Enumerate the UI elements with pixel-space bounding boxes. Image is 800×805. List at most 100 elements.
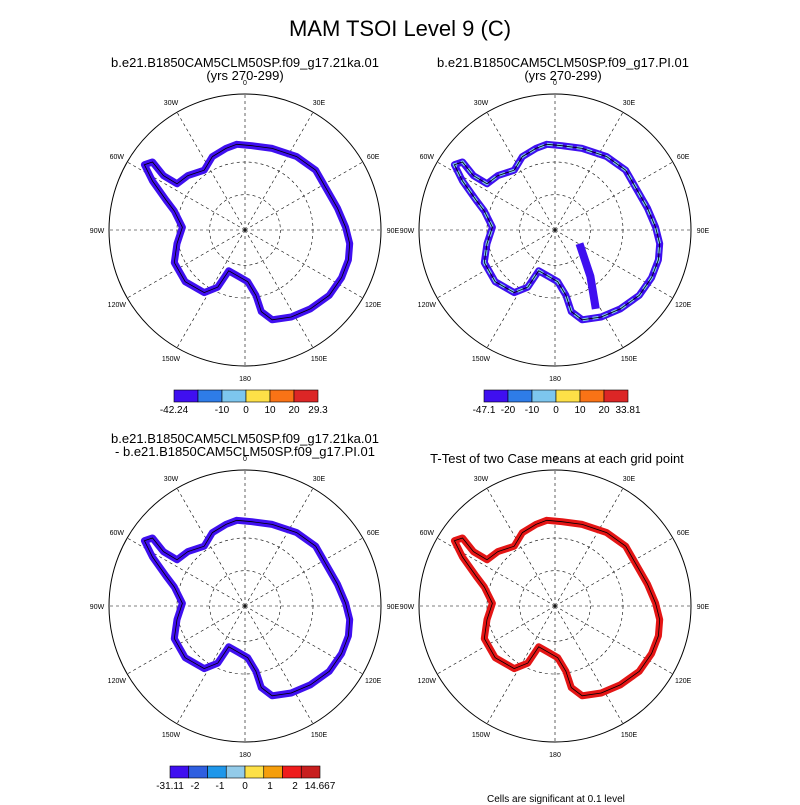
panel-2-title: b.e21.B1850CAM5CLM50SP.f09_g17.PI.01 (yr… xyxy=(413,56,713,82)
meridian-gridline xyxy=(437,605,556,675)
meridian-gridline xyxy=(554,112,624,231)
meridian-gridline xyxy=(244,605,363,675)
longitude-label: 60W xyxy=(110,530,125,537)
colorbar-label: 1 xyxy=(267,781,273,792)
panel-1-title: b.e21.B1850CAM5CLM50SP.f09_g17.21ka.01 (… xyxy=(95,56,395,82)
colorbar-label: -20 xyxy=(501,405,516,416)
colorbar-swatch xyxy=(555,389,581,403)
panel-2-title-line-2: (yrs 270-299) xyxy=(524,68,602,83)
colorbar-swatch xyxy=(244,765,265,779)
meridian-gridline xyxy=(554,605,624,724)
colorbar-swatch xyxy=(603,389,629,403)
longitude-label: 150W xyxy=(162,732,181,739)
colorbar-swatch xyxy=(173,389,199,403)
colorbar-label: -47.1 xyxy=(473,405,496,416)
antarctica-coastline xyxy=(143,143,351,321)
longitude-label: 90E xyxy=(697,228,710,235)
longitude-label: 0 xyxy=(243,80,247,87)
meridian-gridline xyxy=(244,229,314,348)
map-boundary-circle xyxy=(108,469,382,743)
longitude-label: 150E xyxy=(311,732,328,739)
meridian-gridline xyxy=(486,112,556,231)
colorbar-swatch xyxy=(221,389,247,403)
polar-map-4: 0 30E 60E 90E 120E 150E 180 150W 120W 90W 60W 30W xyxy=(400,456,710,759)
longitude-label: 30W xyxy=(474,100,489,107)
longitude-label: 60E xyxy=(367,530,380,537)
longitude-label: 30W xyxy=(164,476,179,483)
meridian-gridline xyxy=(176,488,246,607)
meridian-gridline xyxy=(554,488,624,607)
colorbar-label: 0 xyxy=(553,405,559,416)
longitude-label: 60W xyxy=(420,154,435,161)
latitude-gridline xyxy=(519,570,591,642)
panel-1-title-line-2: (yrs 270-299) xyxy=(206,68,284,83)
colorbar-swatch xyxy=(269,389,295,403)
longitude-label: 120E xyxy=(675,302,692,309)
interior-data-cells xyxy=(575,242,600,310)
longitude-label: 90W xyxy=(400,228,415,235)
longitude-label: 120W xyxy=(418,678,437,685)
colorbar-swatch xyxy=(531,389,557,403)
meridian-gridline xyxy=(486,488,556,607)
antarctica-coastline xyxy=(143,519,351,697)
colorbar-swatch xyxy=(245,389,271,403)
latitude-gridline xyxy=(209,570,281,642)
longitude-label: 30E xyxy=(313,476,326,483)
meridian-gridline xyxy=(437,229,556,299)
longitude-label: 180 xyxy=(239,752,251,759)
colorbar-label: 10 xyxy=(574,405,586,416)
meridian-gridline xyxy=(127,161,246,231)
meridian-gridline xyxy=(244,488,314,607)
meridian-gridline xyxy=(127,605,246,675)
colorbar-label: 20 xyxy=(288,405,300,416)
longitude-label: 60E xyxy=(367,154,380,161)
colorbar-label: 0 xyxy=(243,405,249,416)
colorbar-label: -10 xyxy=(215,405,230,416)
colorbar-1: -42.24 -10 0 10 20 29.3 xyxy=(160,389,328,416)
longitude-label: 180 xyxy=(549,752,561,759)
panel-2-title-line-1: b.e21.B1850CAM5CLM50SP.f09_g17.PI.01 xyxy=(437,55,689,70)
meridian-gridline xyxy=(127,537,246,607)
longitude-label: 120E xyxy=(365,678,382,685)
meridian-gridline xyxy=(554,161,673,231)
colorbar-2: -47.1 -20 -10 0 10 20 33.81 xyxy=(473,389,641,416)
antarctica-coastline xyxy=(453,519,661,697)
meridian-gridline xyxy=(244,112,314,231)
longitude-label: 90W xyxy=(90,604,105,611)
colorbar-swatch xyxy=(300,765,321,779)
longitude-label: 150E xyxy=(621,732,638,739)
longitude-label: 60W xyxy=(420,530,435,537)
longitude-label: 180 xyxy=(549,376,561,383)
longitude-label: 120W xyxy=(108,678,127,685)
colorbar-swatch xyxy=(207,765,227,779)
panel-3-title-line-2: - b.e21.B1850CAM5CLM50SP.f09_g17.PI.01 xyxy=(115,444,375,459)
polar-map-2: 0 30E 60E 90E 120E 150E 180 150W 120W 90W 60W 30W xyxy=(400,80,710,383)
longitude-label: 120W xyxy=(418,302,437,309)
longitude-label: 120E xyxy=(675,678,692,685)
longitude-label: 60E xyxy=(677,530,690,537)
colorbar-label: -42.24 xyxy=(160,405,189,416)
coastal-data-cells xyxy=(140,140,354,324)
map-boundary-circle xyxy=(418,93,692,367)
colorbar-label: -2 xyxy=(191,781,200,792)
colorbar-label: -1 xyxy=(216,781,225,792)
colorbar-swatch xyxy=(507,389,533,403)
colorbar-label: 29.3 xyxy=(308,405,328,416)
colorbar-swatch xyxy=(169,765,190,779)
coastal-data-cells xyxy=(450,516,664,700)
longitude-label: 30E xyxy=(623,476,636,483)
meridian-gridline xyxy=(554,605,673,675)
longitude-label: 90E xyxy=(387,604,400,611)
meridian-gridline xyxy=(554,229,673,299)
longitude-label: 0 xyxy=(243,456,247,463)
longitude-label: 0 xyxy=(553,456,557,463)
colorbar-label: 10 xyxy=(264,405,276,416)
panel-4-title: T-Test of two Case means at each grid po… xyxy=(407,452,707,465)
longitude-label: 150W xyxy=(162,356,181,363)
meridian-gridline xyxy=(244,537,363,607)
colorbar-swatch xyxy=(197,389,223,403)
longitude-label: 150W xyxy=(472,356,491,363)
meridian-gridline xyxy=(244,229,363,299)
colorbar-label: -10 xyxy=(525,405,540,416)
longitude-label: 90E xyxy=(697,604,710,611)
